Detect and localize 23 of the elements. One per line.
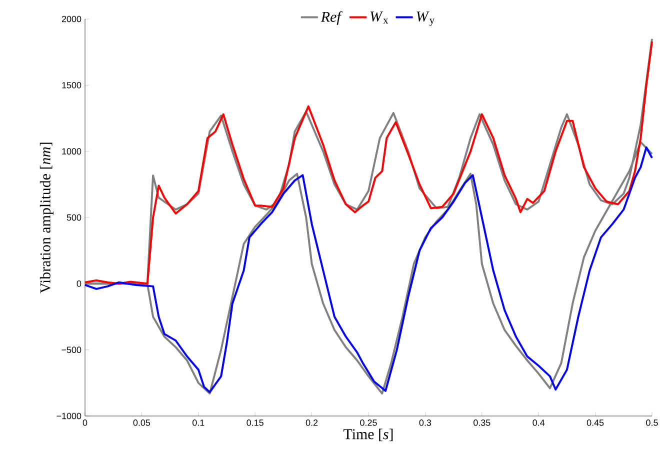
y-tick-label: 1500 xyxy=(62,82,82,88)
x-tick-label: 0.25 xyxy=(360,420,377,426)
x-tick-label: 0.15 xyxy=(246,420,264,426)
x-tick-label: 0.3 xyxy=(419,420,432,426)
x-tick-label: 0.1 xyxy=(192,420,204,426)
x-tick-label: 0 xyxy=(82,420,88,426)
x-tick-label: 0.35 xyxy=(474,420,490,426)
y-tick-label: 1000 xyxy=(62,148,82,155)
x-tick-label: 0.05 xyxy=(133,420,150,426)
x-tick-label: 0.5 xyxy=(646,420,658,426)
legend-label: Ref xyxy=(320,11,343,25)
legend-label: W$_{x}$ xyxy=(370,12,388,24)
x-tick-label: 0.2 xyxy=(306,420,318,426)
x-axis-title: Time [s] xyxy=(344,428,393,442)
x-tick-label: 0.4 xyxy=(532,420,545,426)
y-axis-title: Vibration amplitude [nm] xyxy=(40,142,54,294)
legend-label: W$_{y}$ xyxy=(416,12,435,26)
y-tick-label: 2000 xyxy=(62,16,82,22)
x-tick-label: 0.45 xyxy=(586,420,604,426)
y-tick-label: 500 xyxy=(66,214,82,221)
y-tick-label: −1000 xyxy=(56,412,82,420)
y-tick-label: −500 xyxy=(62,346,82,354)
y-tick-label: 0 xyxy=(76,280,82,287)
